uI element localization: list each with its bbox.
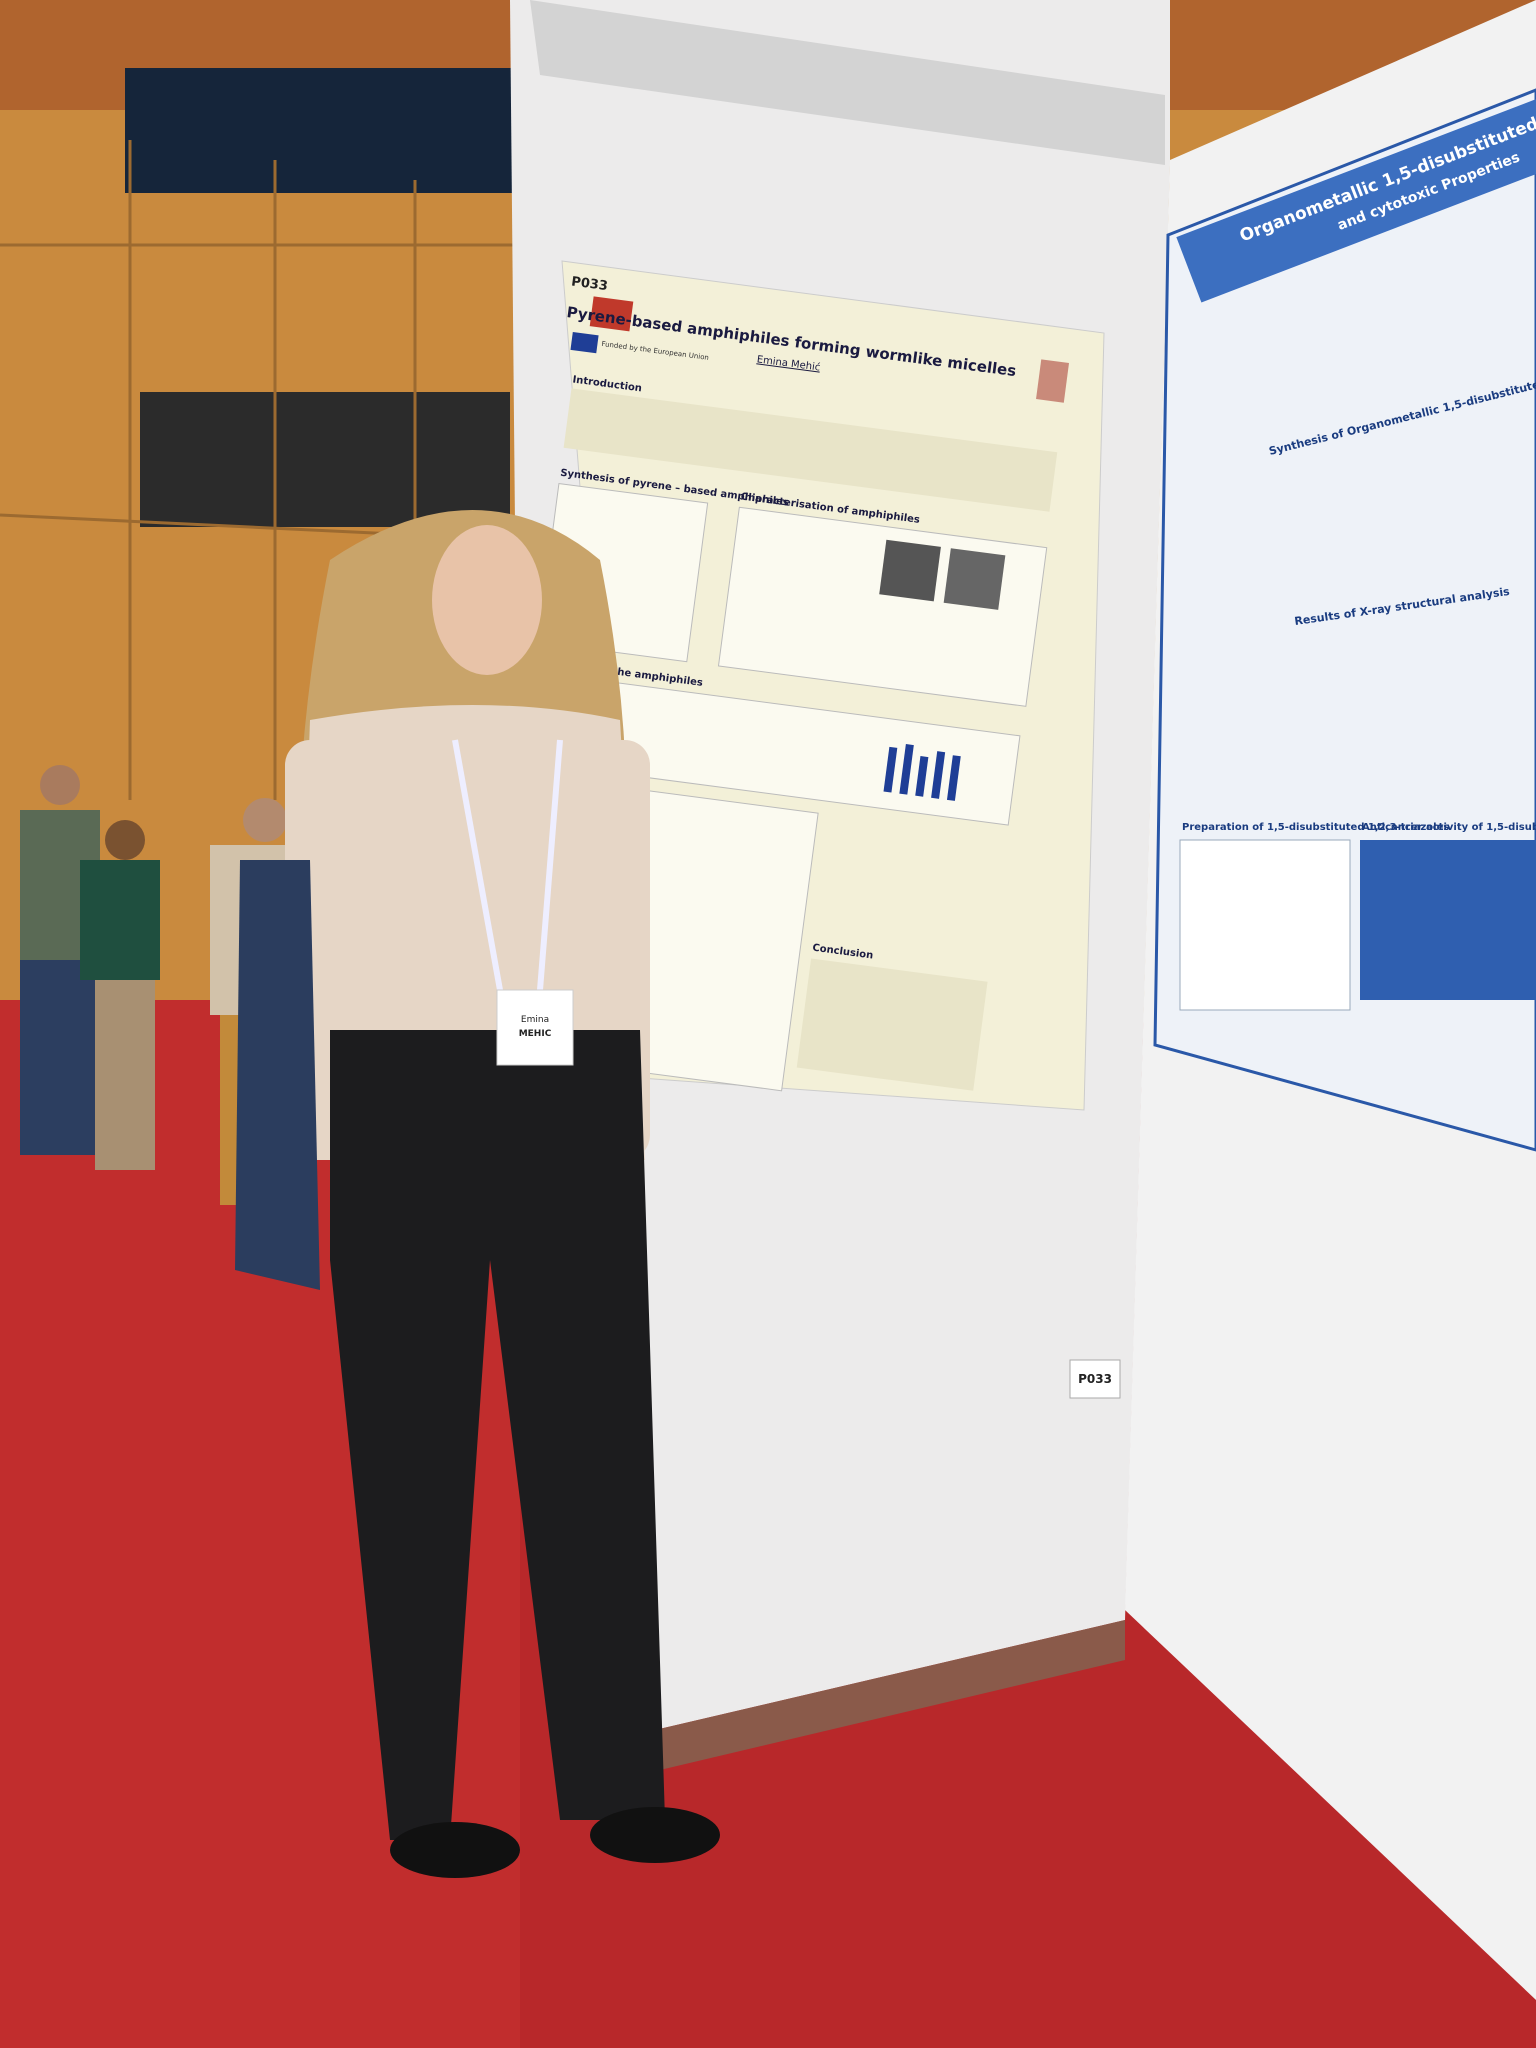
side-heading: Preparation of 1,5-disubstituted 1,2,3-t… xyxy=(1182,822,1449,833)
logo xyxy=(589,296,634,332)
badge-last-name: MEHIC xyxy=(519,1029,552,1039)
text-block xyxy=(796,958,988,1091)
text-block xyxy=(563,388,1058,512)
badge xyxy=(496,989,574,1066)
board-label: P033 xyxy=(1078,1372,1112,1386)
side-header xyxy=(1176,86,1536,303)
author-photo xyxy=(1036,359,1070,403)
poster-code: P033 xyxy=(570,274,608,294)
dark-strip xyxy=(125,68,525,193)
bar-figure xyxy=(883,744,961,801)
board-base xyxy=(655,1620,1125,1770)
micrograph xyxy=(879,539,941,602)
person xyxy=(235,510,720,1878)
window xyxy=(140,392,510,527)
side-table xyxy=(1360,840,1536,1000)
micrograph xyxy=(943,548,1006,610)
board-top xyxy=(530,0,1165,165)
board-label-card xyxy=(1069,1359,1121,1399)
side-heading: Anticancer activity of 1,5-disubstituted… xyxy=(1362,822,1536,833)
badge-first-name: Emina xyxy=(521,1015,549,1025)
eu-flag xyxy=(570,332,599,354)
side-box xyxy=(1179,839,1351,1011)
